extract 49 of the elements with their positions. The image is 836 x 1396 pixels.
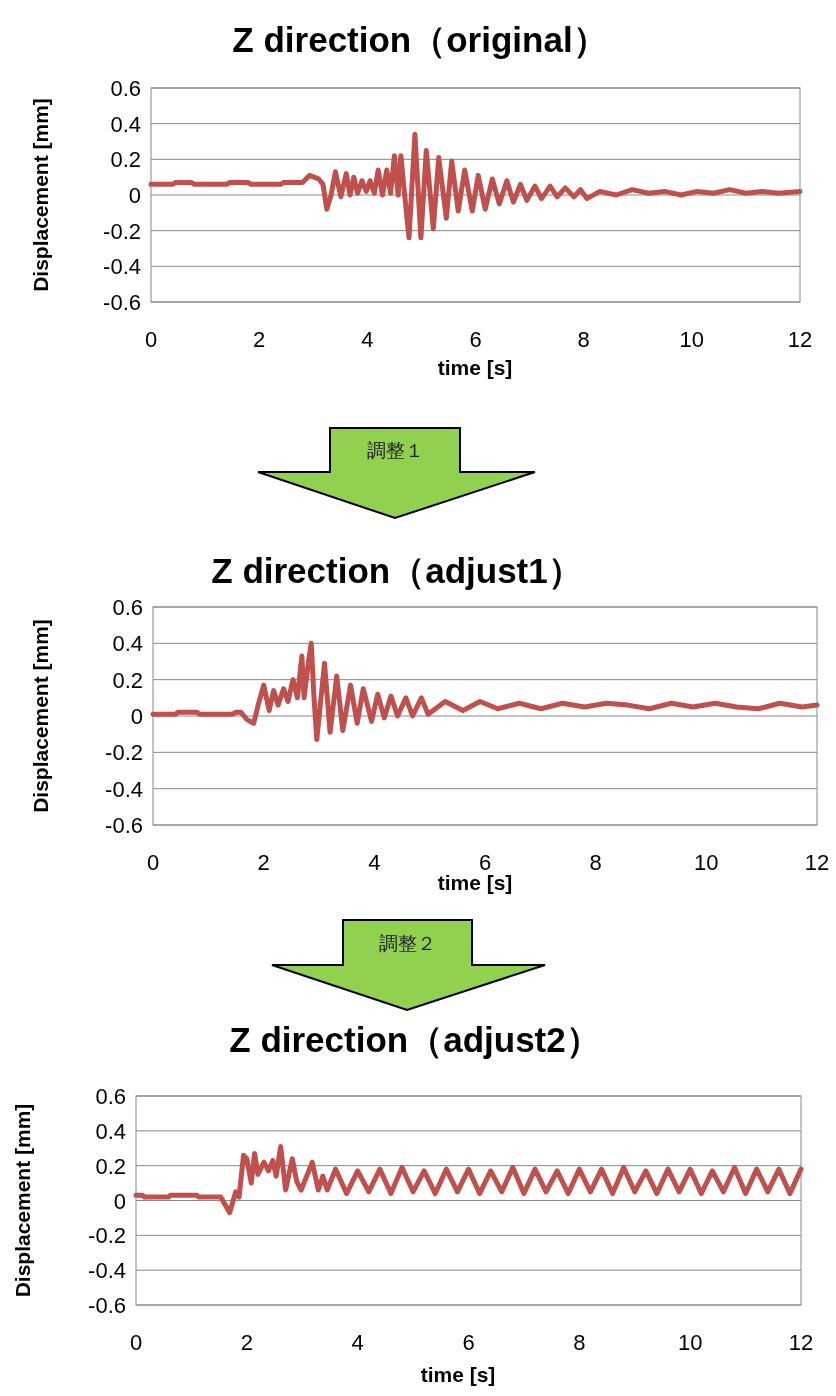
y-tick-label: -0.6 — [105, 813, 143, 838]
chart-title: Z direction（adjust1） — [211, 551, 583, 590]
x-tick-label: 10 — [694, 850, 719, 875]
x-tick-label: 4 — [361, 327, 374, 352]
y-tick-label: -0.6 — [88, 1293, 126, 1318]
y-tick-label: 0.6 — [112, 595, 143, 620]
x-tick-label: 4 — [351, 1330, 364, 1355]
x-tick-label: 6 — [469, 327, 482, 352]
y-tick-label: 0.2 — [95, 1153, 126, 1179]
y-tick-label: -0.6 — [103, 290, 141, 315]
y-tick-label: -0.4 — [103, 254, 141, 280]
x-tick-label: 8 — [573, 1330, 586, 1355]
chart-title: Z direction（original） — [232, 20, 608, 59]
x-tick-label: 8 — [589, 850, 602, 875]
x-tick-label: 8 — [577, 327, 590, 352]
y-tick-label: 0.6 — [110, 76, 141, 101]
y-tick-label: 0 — [113, 1188, 126, 1214]
y-axis-title: Displacement [mm] — [29, 98, 52, 292]
x-tick-label: 0 — [146, 850, 160, 875]
x-axis-title: time [s] — [437, 356, 513, 379]
x-tick-label: 4 — [368, 850, 381, 875]
y-tick-label: 0.4 — [95, 1118, 126, 1144]
x-tick-label: 2 — [240, 1330, 253, 1355]
text: 調整１ — [366, 439, 424, 461]
x-tick-label: 12 — [788, 1330, 814, 1355]
y-axis-title: Displacement [mm] — [11, 1103, 34, 1298]
y-tick-label: 0.2 — [110, 147, 141, 173]
chart-title: Z direction（adjust2） — [229, 1020, 601, 1059]
y-axis-title: Displacement [mm] — [29, 619, 52, 813]
x-tick-label: 6 — [462, 1330, 475, 1355]
x-tick-label: 12 — [787, 327, 813, 352]
text: 調整２ — [379, 931, 436, 954]
y-tick-label: 0.4 — [112, 631, 143, 657]
x-tick-label: 10 — [679, 327, 705, 352]
x-tick-label: 2 — [257, 850, 270, 875]
y-tick-label: 0 — [128, 183, 141, 208]
y-tick-label: 0.4 — [110, 111, 141, 137]
x-tick-label: 2 — [253, 327, 266, 352]
x-tick-label: 12 — [804, 850, 830, 875]
y-tick-label: -0.2 — [105, 740, 143, 766]
x-axis-title: time [s] — [420, 1363, 496, 1386]
x-tick-label: 10 — [677, 1330, 703, 1355]
y-tick-label: 0 — [130, 704, 143, 729]
y-tick-label: 0.2 — [112, 667, 143, 693]
y-tick-label: -0.2 — [103, 218, 141, 244]
y-tick-label: -0.4 — [105, 776, 143, 802]
y-tick-label: -0.4 — [88, 1258, 126, 1284]
y-tick-label: 0.6 — [95, 1084, 126, 1109]
y-tick-label: -0.2 — [88, 1223, 126, 1249]
